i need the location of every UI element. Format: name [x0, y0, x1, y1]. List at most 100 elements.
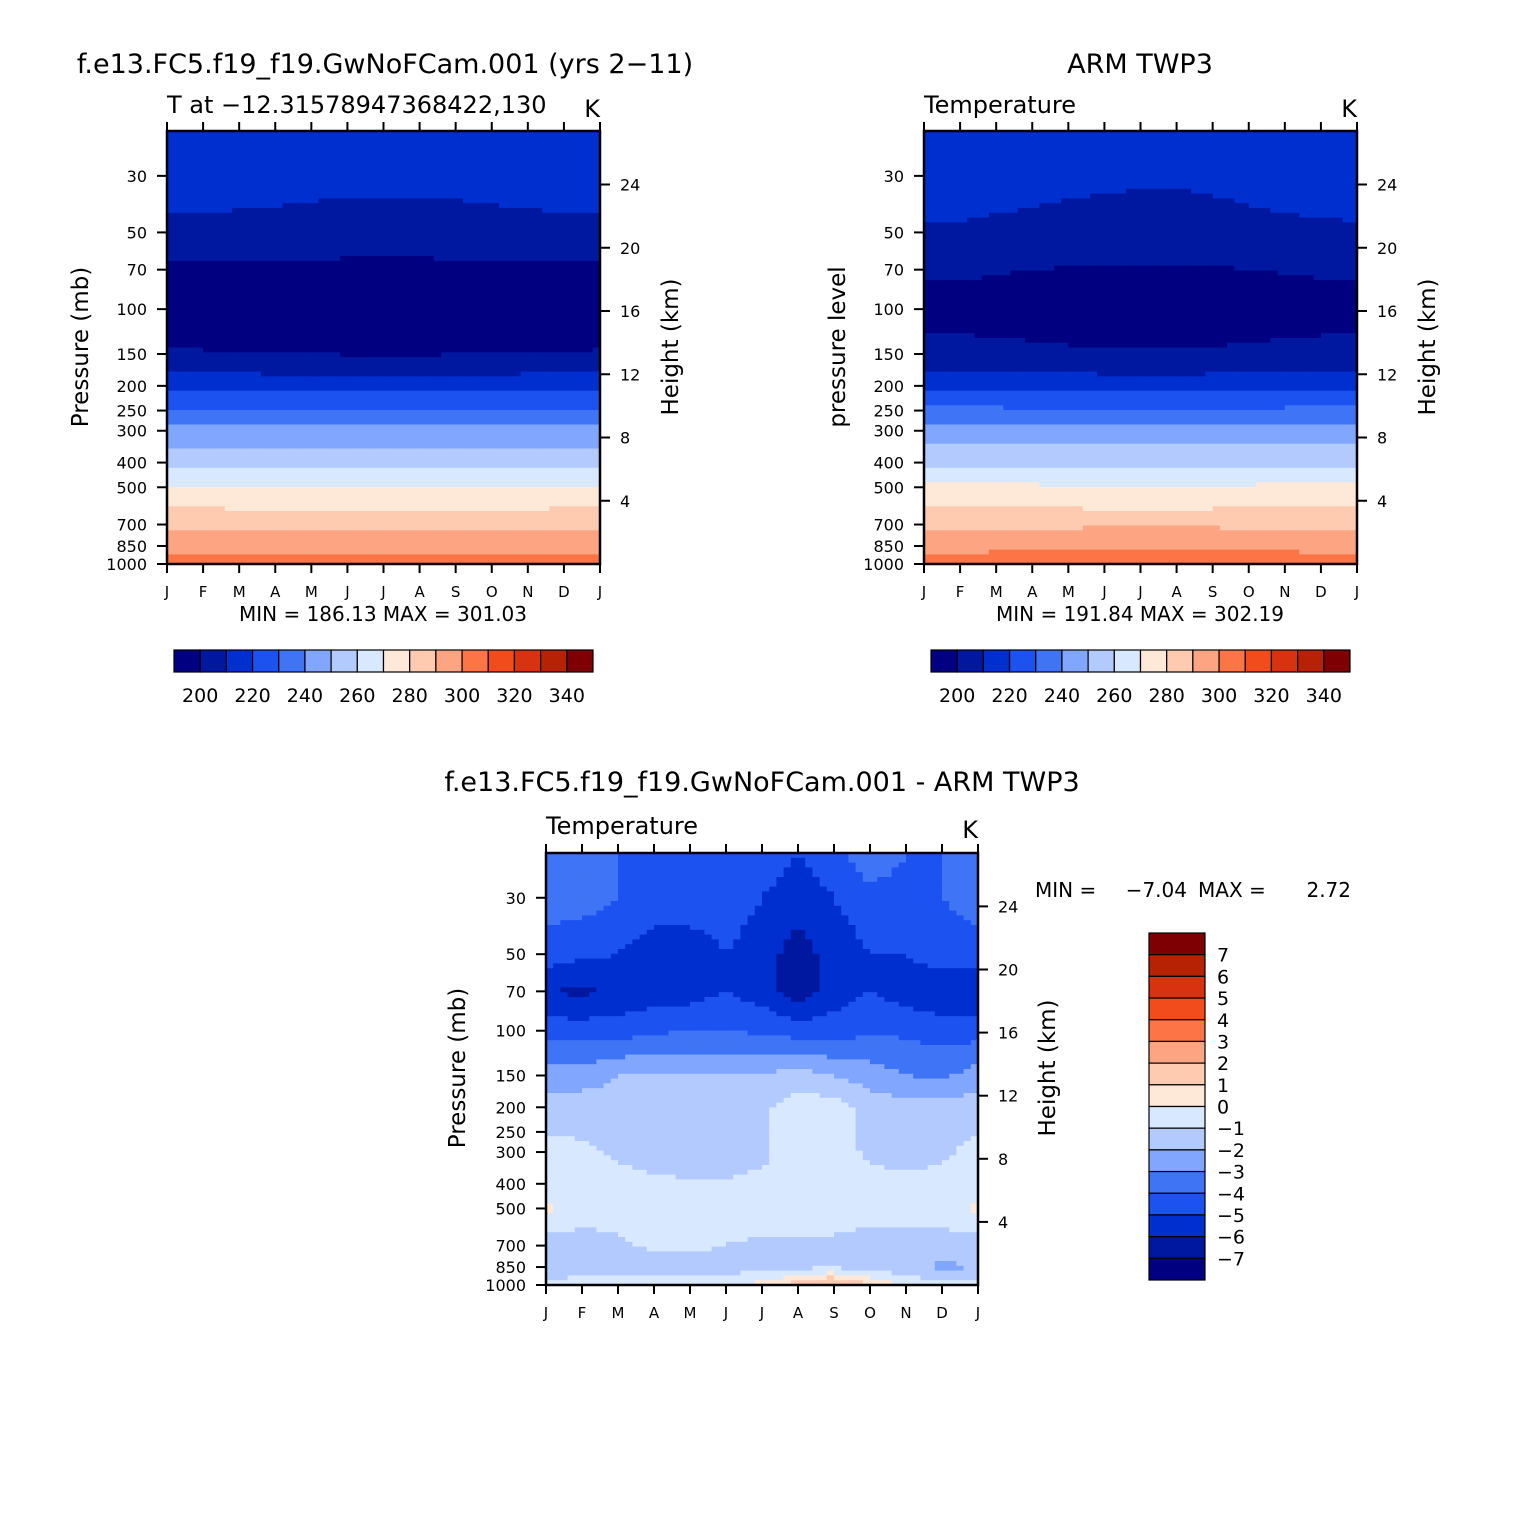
field-cell — [585, 179, 594, 185]
field-cell — [520, 438, 529, 445]
field-cell — [174, 313, 183, 320]
field-cell — [426, 477, 435, 483]
field-cell — [419, 371, 428, 377]
field-cell — [397, 207, 406, 214]
field-cell — [210, 390, 219, 397]
field-cell — [470, 337, 478, 344]
field-cell — [260, 150, 269, 156]
field-cell — [491, 337, 500, 344]
field-cell — [448, 183, 457, 190]
field-cell — [325, 376, 334, 382]
field-cell — [434, 467, 442, 474]
field-cell — [571, 294, 579, 300]
field-cell — [506, 241, 514, 248]
field-cell — [434, 361, 442, 368]
field-cell — [260, 318, 269, 325]
field-cell — [383, 260, 392, 267]
field-cell — [448, 289, 457, 296]
field-cell — [260, 294, 269, 300]
field-cell — [239, 361, 247, 368]
field-cell — [203, 150, 211, 156]
field-cell — [304, 448, 312, 454]
field-cell — [361, 414, 370, 421]
field-cell — [383, 203, 392, 209]
field-cell — [405, 135, 413, 142]
field-cell — [246, 385, 255, 392]
field-cell — [275, 381, 284, 387]
field-cell — [296, 275, 305, 281]
field-cell — [275, 482, 284, 488]
field-cell — [397, 414, 406, 421]
field-cell — [260, 453, 269, 459]
field-cell — [246, 491, 255, 498]
field-cell — [369, 313, 377, 320]
field-cell — [347, 366, 356, 373]
field-cell — [332, 145, 341, 151]
field-cell — [318, 453, 327, 459]
field-cell — [239, 477, 247, 483]
field-cell — [397, 482, 406, 488]
field-cell — [203, 212, 211, 219]
field-cell — [181, 491, 190, 498]
field-cell — [224, 275, 233, 281]
field-cell — [578, 164, 587, 171]
field-cell — [390, 462, 399, 469]
field-cell — [527, 135, 536, 142]
field-cell — [275, 429, 284, 435]
field-cell — [361, 318, 370, 325]
field-cell — [498, 299, 507, 305]
field-cell — [369, 227, 377, 233]
field-cell — [405, 477, 413, 483]
field-cell — [217, 207, 226, 214]
field-cell — [224, 462, 233, 469]
field-cell — [434, 304, 442, 310]
field-cell — [325, 164, 334, 171]
field-cell — [376, 131, 385, 137]
field-cell — [239, 217, 247, 224]
field-cell — [455, 400, 464, 406]
field-cell — [484, 131, 493, 137]
field-cell — [354, 506, 363, 512]
field-cell — [224, 251, 233, 257]
field-cell — [419, 318, 428, 325]
field-cell — [195, 256, 204, 262]
field-cell — [448, 347, 457, 353]
field-cell — [332, 400, 341, 406]
field-cell — [527, 472, 536, 478]
field-cell — [167, 361, 175, 368]
field-cell — [318, 434, 327, 440]
field-cell — [426, 419, 435, 426]
field-cell — [527, 438, 536, 445]
field-cell — [217, 525, 226, 531]
field-cell — [369, 323, 377, 329]
field-cell — [167, 222, 175, 228]
field-cell — [318, 179, 327, 185]
field-cell — [340, 155, 349, 161]
field-cell — [527, 366, 536, 373]
field-cell — [397, 381, 406, 387]
field-cell — [325, 515, 334, 522]
field-cell — [491, 400, 500, 406]
field-cell — [282, 265, 291, 272]
field-cell — [253, 443, 262, 450]
field-cell — [210, 265, 219, 272]
field-cell — [462, 491, 471, 498]
field-cell — [304, 280, 312, 286]
field-cell — [246, 203, 255, 209]
field-cell — [354, 328, 363, 334]
field-cell — [563, 294, 572, 300]
field-cell — [296, 501, 305, 507]
field-cell — [203, 203, 211, 209]
field-cell — [419, 222, 428, 228]
field-cell — [513, 131, 522, 137]
field-cell — [397, 405, 406, 411]
field-cell — [231, 198, 240, 204]
field-cell — [340, 337, 349, 344]
field-cell — [412, 241, 421, 248]
field-cell — [484, 357, 493, 363]
field-cell — [325, 443, 334, 450]
field-cell — [325, 511, 334, 517]
field-cell — [506, 256, 514, 262]
field-cell — [210, 424, 219, 430]
field-cell — [188, 424, 197, 430]
